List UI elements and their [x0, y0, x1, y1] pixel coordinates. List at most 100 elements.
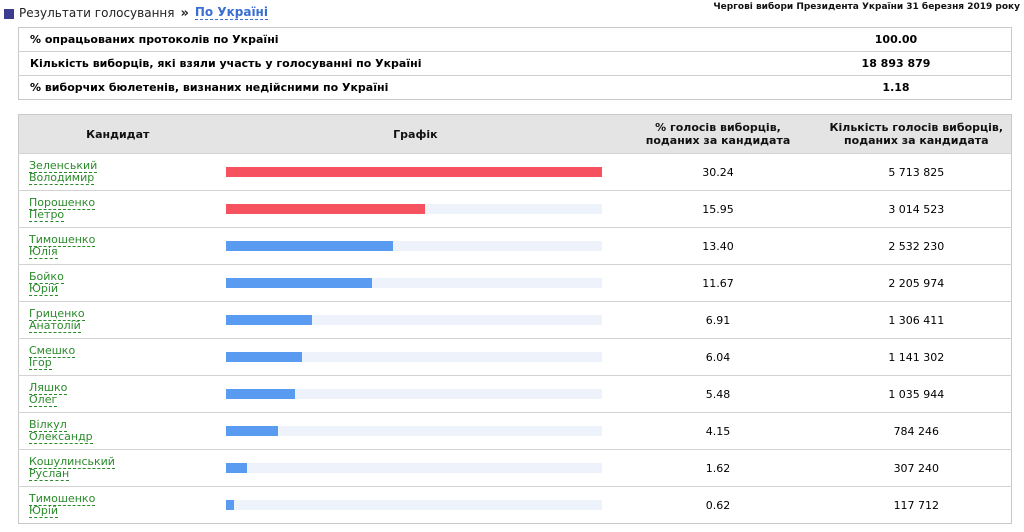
percent-cell: 6.91 — [614, 301, 822, 339]
breadcrumb: Результати голосування » По Україні — [4, 4, 1016, 22]
candidate-link[interactable]: Зеленський Володимир — [19, 159, 216, 185]
summary-row: % виборчих бюлетенів, визнаних недійсним… — [19, 76, 1012, 100]
candidate-link[interactable]: Смешко Ігор — [19, 344, 216, 370]
candidate-surname[interactable]: Бойко — [29, 270, 64, 284]
candidate-firstname[interactable]: Анатолій — [29, 319, 81, 333]
table-row: Бойко Юрій 11.67 2 205 974 — [18, 264, 1012, 302]
bullet-square-icon — [4, 8, 14, 19]
graph-cell — [216, 375, 615, 413]
summary-row: Кількість виборців, які взяли участь у г… — [18, 51, 1012, 76]
graph-cell — [216, 190, 615, 228]
bar-fill — [226, 352, 302, 362]
header-percent-line1: % голосів виборців, — [655, 121, 781, 134]
header-percent-line2: поданих за кандидата — [645, 134, 791, 147]
graph-cell — [216, 486, 615, 524]
candidate-firstname[interactable]: Юрій — [29, 504, 59, 518]
candidate-cell: Тимошенко Юлія — [18, 227, 217, 265]
bar-fill — [226, 204, 425, 214]
breadcrumb-ukraine-link[interactable]: По Україні — [194, 5, 268, 20]
bar-track — [226, 352, 603, 362]
breadcrumb-results: Результати голосування — [19, 6, 175, 20]
candidate-firstname[interactable]: Володимир — [29, 171, 95, 185]
results-header-row: Кандидат Графік % голосів виборців, пода… — [18, 114, 1012, 154]
summary-value: 100.00 — [781, 27, 1012, 52]
candidate-cell: Вілкул Олександр — [18, 412, 217, 450]
candidate-surname[interactable]: Тимошенко — [29, 233, 96, 247]
candidate-link[interactable]: Вілкул Олександр — [19, 418, 216, 444]
candidate-firstname[interactable]: Юлія — [29, 245, 58, 259]
table-row: Зеленський Володимир 30.24 5 713 825 — [18, 153, 1012, 191]
candidate-firstname[interactable]: Юрій — [29, 282, 59, 296]
graph-cell — [216, 153, 615, 191]
candidate-cell: Тимошенко Юрій — [18, 486, 217, 524]
candidate-surname[interactable]: Смешко — [29, 344, 76, 358]
bar-fill — [226, 463, 247, 473]
candidate-firstname[interactable]: Олександр — [29, 430, 93, 444]
candidate-firstname[interactable]: Руслан — [29, 467, 70, 481]
count-cell: 2 532 230 — [821, 227, 1012, 265]
table-row: Ляшко Олег 5.48 1 035 944 — [18, 375, 1012, 413]
candidate-surname[interactable]: Тимошенко — [29, 492, 96, 506]
graph-cell — [216, 301, 615, 339]
count-cell: 117 712 — [821, 486, 1012, 524]
candidate-surname[interactable]: Ляшко — [29, 381, 68, 395]
bar-fill — [226, 426, 279, 436]
bar-track — [226, 426, 603, 436]
percent-cell: 15.95 — [614, 190, 822, 228]
summary-value: 18 893 879 — [781, 51, 1012, 76]
percent-cell: 6.04 — [614, 338, 822, 376]
summary-label: % виборчих бюлетенів, визнаних недійсним… — [30, 81, 389, 94]
bar-track — [226, 315, 603, 325]
summary-label: Кількість виборців, які взяли участь у г… — [18, 51, 781, 76]
header-candidate: Кандидат — [18, 114, 217, 154]
count-cell: 1 306 411 — [821, 301, 1012, 339]
summary-table: % опрацьованих протоколів по Україні 100.… — [18, 27, 1012, 100]
candidate-cell: Зеленський Володимир — [18, 153, 217, 191]
candidate-firstname[interactable]: Олег — [29, 393, 58, 407]
table-row: Вілкул Олександр 4.15 784 246 — [18, 412, 1012, 450]
count-cell: 5 713 825 — [821, 153, 1012, 191]
bar-track — [226, 463, 603, 473]
header-percent: % голосів виборців, поданих за кандидата — [614, 114, 822, 154]
candidate-link[interactable]: Гриценко Анатолій — [19, 307, 216, 333]
percent-cell: 13.40 — [614, 227, 822, 265]
count-cell: 3 014 523 — [821, 190, 1012, 228]
summary-row: % опрацьованих протоколів по Україні 100.… — [18, 27, 1012, 52]
candidate-surname[interactable]: Порошенко — [29, 196, 96, 210]
candidate-firstname[interactable]: Петро — [29, 208, 65, 222]
candidate-cell: Смешко Ігор — [18, 338, 217, 376]
candidate-cell: Гриценко Анатолій — [18, 301, 217, 339]
candidate-link[interactable]: Тимошенко Юлія — [19, 233, 216, 259]
candidate-cell: Ляшко Олег — [18, 375, 217, 413]
candidate-firstname[interactable]: Ігор — [29, 356, 52, 370]
count-cell: 307 240 — [821, 449, 1012, 487]
candidate-link[interactable]: Тимошенко Юрій — [19, 492, 216, 518]
bar-track — [226, 500, 603, 510]
candidate-surname[interactable]: Зеленський — [29, 159, 98, 173]
bar-track — [226, 241, 603, 251]
candidate-surname[interactable]: Гриценко — [29, 307, 85, 321]
bar-track — [226, 278, 603, 288]
graph-cell — [216, 449, 615, 487]
graph-cell — [216, 412, 615, 450]
candidate-link[interactable]: Порошенко Петро — [19, 196, 216, 222]
table-row: Гриценко Анатолій 6.91 1 306 411 — [18, 301, 1012, 339]
bar-track — [226, 389, 603, 399]
table-row: Смешко Ігор 6.04 1 141 302 — [18, 338, 1012, 376]
bar-fill — [226, 389, 295, 399]
results-table: Кандидат Графік % голосів виборців, пода… — [18, 114, 1012, 524]
bar-track — [226, 204, 603, 214]
bar-fill — [226, 315, 313, 325]
bar-track — [226, 167, 603, 177]
count-cell: 2 205 974 — [821, 264, 1012, 302]
candidate-cell: Порошенко Петро — [18, 190, 217, 228]
candidate-link[interactable]: Бойко Юрій — [19, 270, 216, 296]
percent-cell: 11.67 — [614, 264, 822, 302]
table-row: Порошенко Петро 15.95 3 014 523 — [18, 190, 1012, 228]
candidate-surname[interactable]: Кошулинський — [29, 455, 115, 469]
header-count-line2: поданих за кандидата — [844, 134, 989, 147]
header-graph: Графік — [216, 114, 615, 154]
candidate-link[interactable]: Кошулинський Руслан — [19, 455, 216, 481]
candidate-link[interactable]: Ляшко Олег — [19, 381, 216, 407]
candidate-surname[interactable]: Вілкул — [29, 418, 67, 432]
